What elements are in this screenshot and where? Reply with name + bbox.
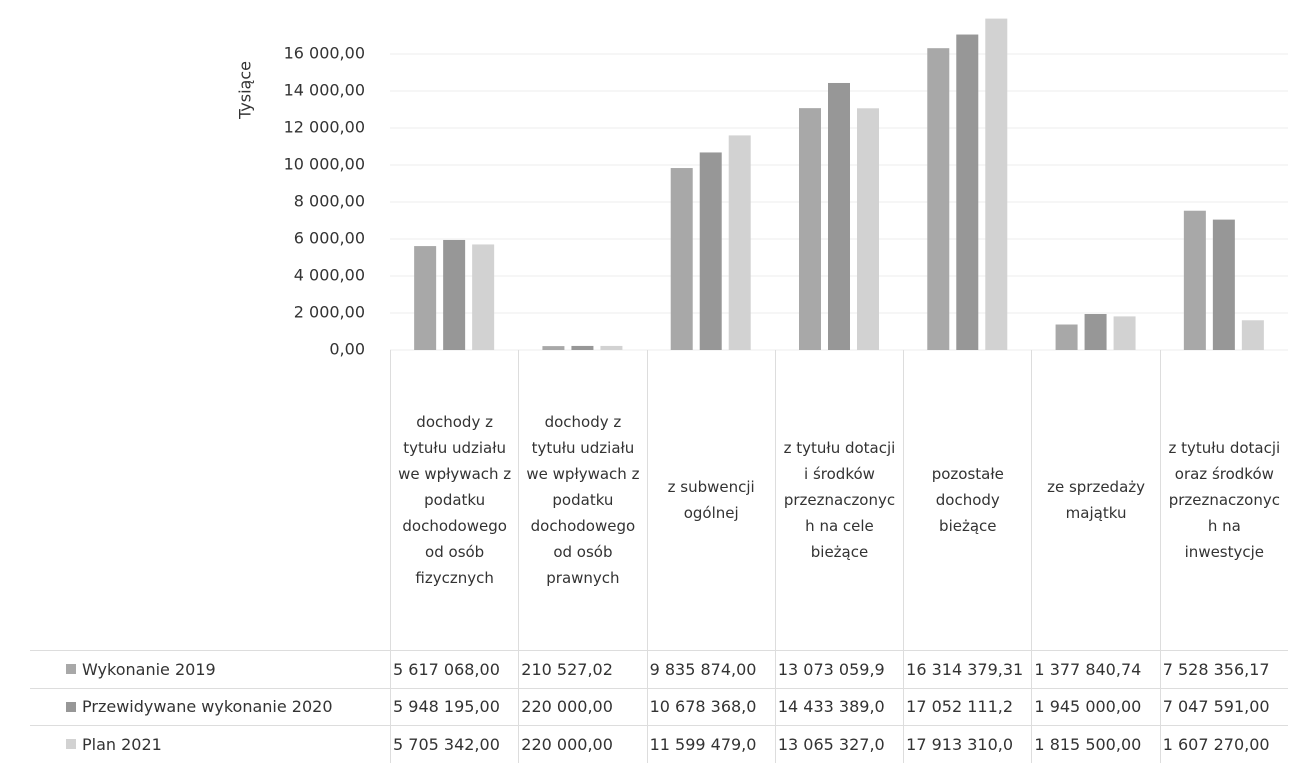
table-value: 5 617 068,00 (390, 650, 519, 688)
legend-label: Wykonanie 2019 (30, 650, 390, 688)
table-value: 9 835 874,00 (646, 650, 775, 688)
bar (728, 135, 751, 350)
table-value: 1 607 270,00 (1159, 725, 1288, 763)
table-value: 17 052 111,2 (903, 687, 1032, 725)
y-tick-label: 2 000,00 (294, 303, 365, 322)
legend-swatch (66, 739, 76, 750)
y-tick-label: 0,00 (329, 340, 365, 359)
bar (799, 108, 821, 350)
bar (699, 152, 722, 350)
table-value: 11 599 479,0 (646, 725, 775, 763)
bar (571, 345, 594, 350)
bar (1055, 324, 1078, 350)
table-value: 13 065 327,0 (774, 725, 904, 763)
table-value: 14 433 389,0 (774, 687, 904, 725)
y-tick-label: 16 000,00 (284, 44, 365, 63)
category-label: dochody z tytułu udziału we wpływach z p… (518, 350, 646, 650)
bar (670, 168, 693, 350)
y-tick-label: 10 000,00 (284, 155, 365, 174)
bar (857, 108, 879, 351)
table-value: 7 528 356,17 (1159, 650, 1288, 688)
bar (472, 244, 495, 350)
table-value: 7 047 591,00 (1159, 687, 1288, 725)
bar (414, 246, 437, 350)
category-label: z tytułu dotacji i środków przeznaczonyc… (774, 350, 903, 650)
bar (828, 82, 850, 350)
bar (1183, 210, 1206, 350)
legend-swatch (66, 664, 76, 675)
y-axis-label: Tysiące (236, 61, 255, 120)
category-label: z tytułu dotacji oraz środków przeznaczo… (1159, 350, 1288, 650)
category-label: z subwencji ogólnej (646, 350, 775, 650)
y-tick-label: 8 000,00 (294, 192, 365, 211)
legend-label: Przewidywane wykonanie 2020 (30, 687, 390, 726)
table-value: 1 815 500,00 (1031, 725, 1160, 763)
table-value: 17 913 310,0 (903, 725, 1032, 763)
table-value: 5 705 342,00 (390, 725, 519, 763)
bar (927, 48, 950, 350)
table-value: 1 945 000,00 (1031, 687, 1160, 725)
table-value: 16 314 379,31 (903, 650, 1032, 688)
y-tick-label: 14 000,00 (284, 81, 365, 100)
category-label: pozostałe dochody bieżące (903, 350, 1031, 650)
table-value: 5 948 195,00 (390, 687, 519, 725)
table-value: 220 000,00 (518, 687, 647, 725)
y-tick-label: 6 000,00 (294, 229, 365, 248)
table-value: 13 073 059,9 (774, 650, 904, 688)
bar (1241, 320, 1264, 350)
category-label: dochody z tytułu udziału we wpływach z p… (390, 350, 518, 650)
bar (1113, 316, 1136, 350)
bar (600, 345, 623, 350)
y-tick-label: 4 000,00 (294, 266, 365, 285)
bar (985, 18, 1008, 351)
category-label: ze sprzedaży majątku (1031, 350, 1159, 650)
bar (956, 34, 979, 350)
table-value: 220 000,00 (518, 725, 647, 763)
table-value: 210 527,02 (518, 650, 647, 688)
bar (1212, 219, 1235, 350)
table-value: 10 678 368,0 (646, 687, 775, 725)
bar (542, 346, 565, 350)
table-value: 1 377 840,74 (1031, 650, 1160, 688)
bar (1084, 314, 1107, 350)
bar (443, 239, 466, 350)
legend-label: Plan 2021 (30, 725, 390, 763)
y-tick-label: 12 000,00 (284, 118, 365, 137)
legend-swatch (66, 701, 76, 712)
